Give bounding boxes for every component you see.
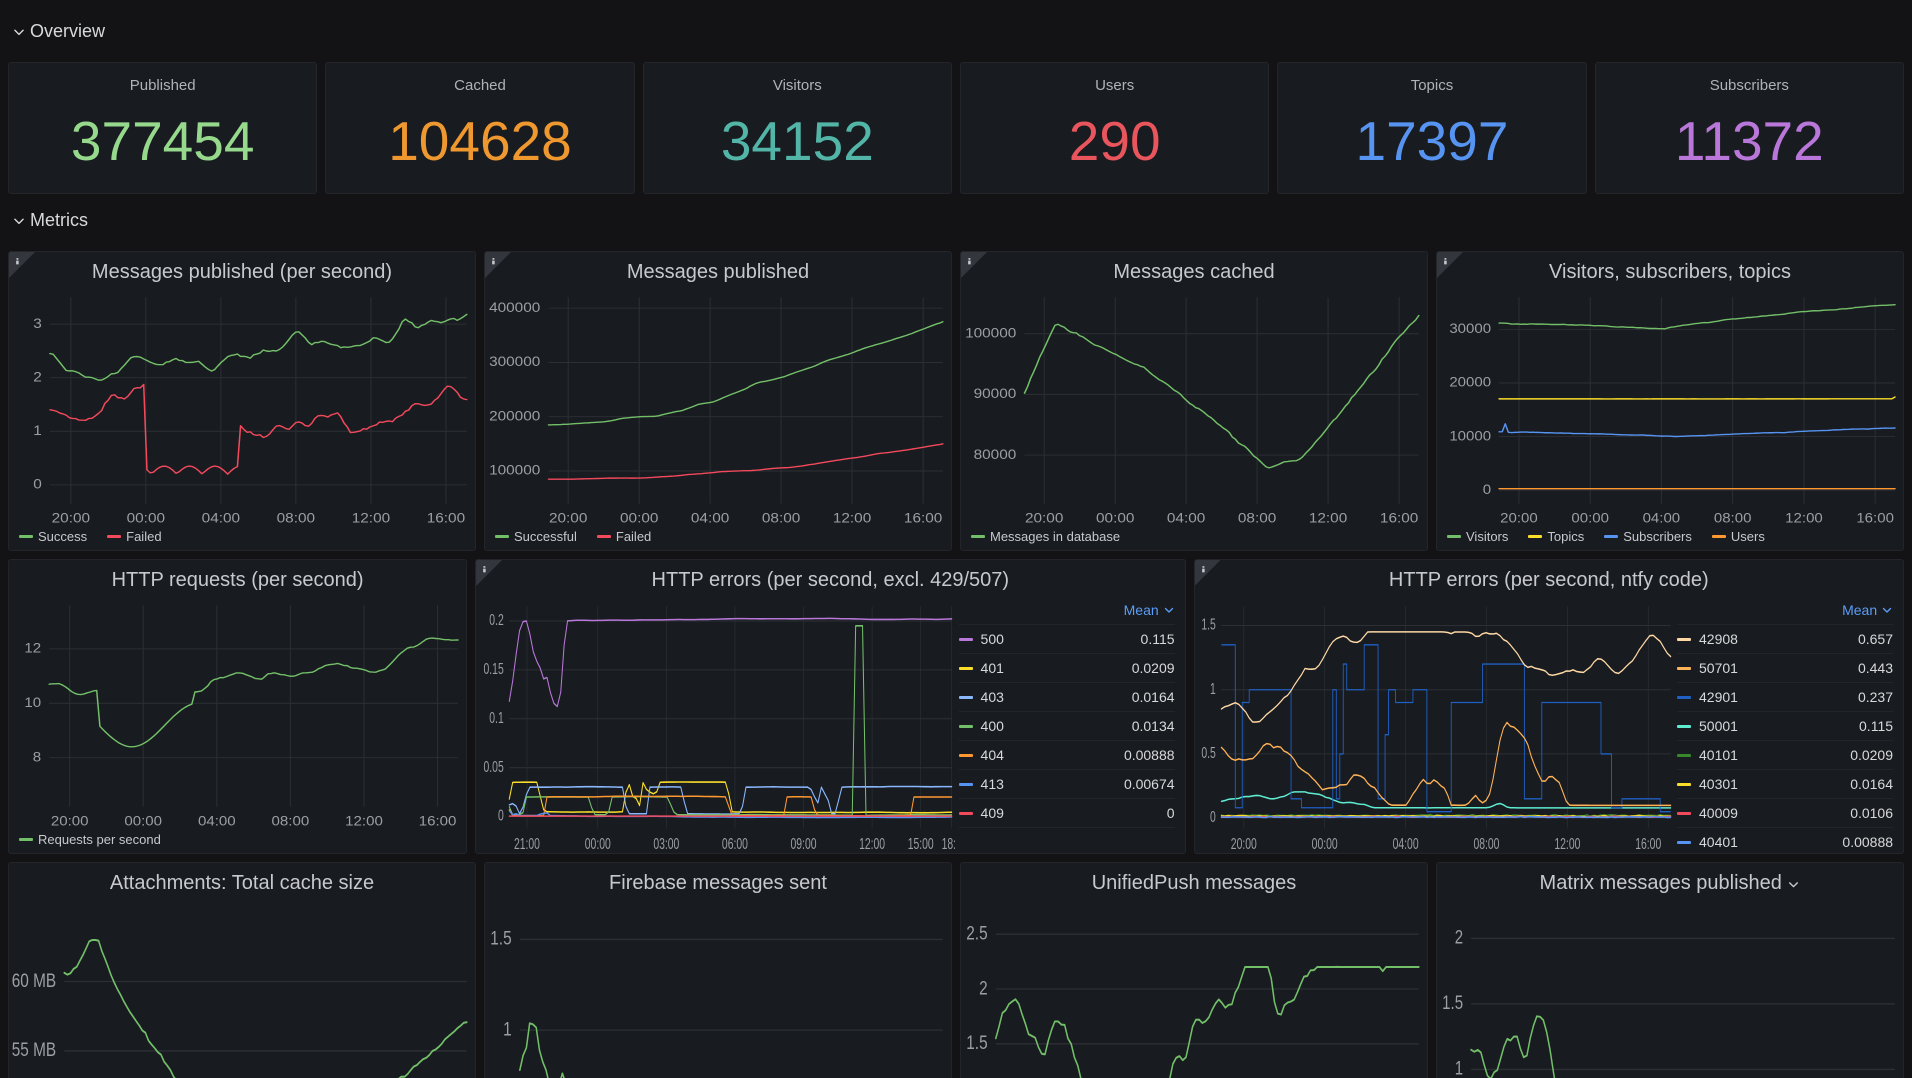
svg-text:1.5: 1.5	[490, 927, 511, 949]
svg-text:10000: 10000	[1449, 429, 1491, 444]
svg-text:1.5: 1.5	[1442, 991, 1463, 1014]
svg-text:08:00: 08:00	[277, 511, 315, 526]
svg-text:60 MB: 60 MB	[12, 969, 56, 991]
svg-text:90000: 90000	[974, 387, 1017, 402]
svg-text:0.5: 0.5	[1201, 744, 1215, 762]
svg-text:16:00: 16:00	[904, 511, 942, 526]
svg-text:16:00: 16:00	[1380, 511, 1418, 526]
svg-text:16:00: 16:00	[427, 511, 465, 526]
svg-text:00:00: 00:00	[1311, 835, 1337, 853]
svg-text:00:00: 00:00	[1571, 511, 1609, 526]
svg-text:04:00: 04:00	[202, 511, 240, 526]
svg-text:16:00: 16:00	[419, 814, 457, 829]
svg-text:16:00: 16:00	[1856, 511, 1894, 526]
svg-text:20000: 20000	[1449, 375, 1491, 390]
svg-text:1: 1	[1210, 680, 1216, 698]
svg-text:20:00: 20:00	[51, 814, 89, 829]
svg-text:400000: 400000	[489, 300, 540, 315]
svg-text:12:00: 12:00	[833, 511, 871, 526]
svg-text:2.5: 2.5	[966, 922, 987, 944]
svg-text:00:00: 00:00	[620, 511, 658, 526]
svg-text:0.2: 0.2	[489, 611, 503, 629]
svg-text:1: 1	[503, 1018, 512, 1040]
svg-text:12:00: 12:00	[1309, 511, 1347, 526]
svg-text:20:00: 20:00	[549, 511, 587, 526]
svg-text:12:00: 12:00	[345, 814, 383, 829]
svg-text:00:00: 00:00	[127, 511, 165, 526]
svg-text:12: 12	[24, 641, 41, 656]
svg-text:2: 2	[979, 976, 988, 998]
svg-text:04:00: 04:00	[691, 511, 729, 526]
svg-text:04:00: 04:00	[198, 814, 236, 829]
svg-text:16:00: 16:00	[1635, 835, 1661, 853]
svg-text:00:00: 00:00	[585, 835, 611, 853]
svg-text:0.05: 0.05	[484, 758, 504, 776]
svg-text:0: 0	[1483, 482, 1491, 497]
svg-text:18:0: 18:0	[942, 835, 955, 853]
svg-text:0: 0	[498, 807, 504, 825]
svg-text:3: 3	[33, 316, 42, 331]
svg-text:0: 0	[33, 477, 42, 492]
svg-text:12:00: 12:00	[859, 835, 885, 853]
svg-text:10: 10	[24, 695, 41, 710]
svg-text:12:00: 12:00	[1554, 835, 1580, 853]
svg-text:200000: 200000	[489, 409, 540, 424]
svg-text:09:00: 09:00	[791, 835, 817, 853]
svg-text:04:00: 04:00	[1643, 511, 1681, 526]
svg-text:04:00: 04:00	[1392, 835, 1418, 853]
svg-text:20:00: 20:00	[1230, 835, 1256, 853]
svg-text:00:00: 00:00	[1096, 511, 1134, 526]
svg-text:04:00: 04:00	[1167, 511, 1205, 526]
svg-text:2: 2	[1455, 926, 1463, 949]
svg-text:2: 2	[33, 370, 42, 385]
svg-text:0.15: 0.15	[484, 660, 504, 678]
svg-text:08:00: 08:00	[1238, 511, 1276, 526]
svg-text:55 MB: 55 MB	[12, 1038, 56, 1060]
svg-text:0: 0	[1210, 808, 1216, 826]
svg-text:15:00: 15:00	[908, 835, 934, 853]
svg-text:300000: 300000	[489, 355, 540, 370]
svg-text:30000: 30000	[1449, 322, 1491, 337]
svg-text:08:00: 08:00	[762, 511, 800, 526]
svg-text:12:00: 12:00	[352, 511, 390, 526]
svg-text:08:00: 08:00	[1714, 511, 1752, 526]
svg-text:0.1: 0.1	[489, 709, 503, 727]
svg-text:00:00: 00:00	[124, 814, 162, 829]
svg-text:1.5: 1.5	[966, 1031, 987, 1053]
svg-text:20:00: 20:00	[1500, 511, 1538, 526]
svg-text:1: 1	[1455, 1057, 1463, 1078]
svg-text:12:00: 12:00	[1785, 511, 1823, 526]
svg-text:08:00: 08:00	[1473, 835, 1499, 853]
svg-text:03:00: 03:00	[653, 835, 679, 853]
svg-text:06:00: 06:00	[722, 835, 748, 853]
svg-text:8: 8	[33, 750, 41, 765]
svg-text:1.5: 1.5	[1201, 616, 1215, 634]
svg-text:100000: 100000	[489, 463, 540, 478]
svg-text:1: 1	[33, 424, 42, 439]
svg-text:20:00: 20:00	[52, 511, 90, 526]
svg-text:21:00: 21:00	[514, 835, 540, 853]
svg-text:20:00: 20:00	[1025, 511, 1063, 526]
svg-text:100000: 100000	[965, 326, 1016, 341]
svg-text:80000: 80000	[974, 447, 1017, 462]
svg-text:08:00: 08:00	[272, 814, 310, 829]
